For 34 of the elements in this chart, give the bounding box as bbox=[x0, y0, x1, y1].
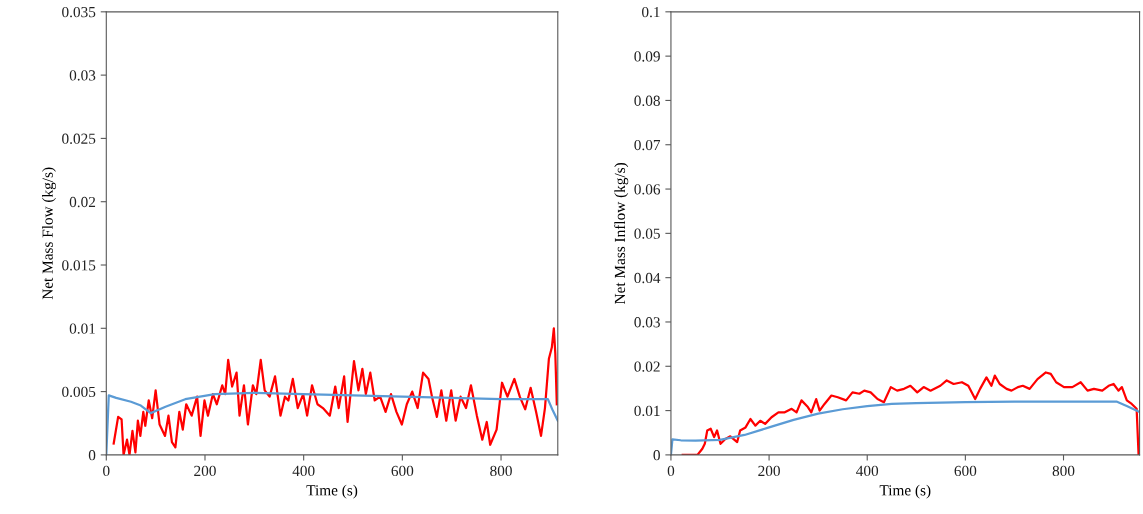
y-axis-title: Net Mass Flow (kg/s) bbox=[42, 167, 56, 300]
x-axis-title: Time (s) bbox=[879, 484, 931, 499]
y-tick-label: 0.03 bbox=[634, 317, 660, 328]
y-tick-label: 0.035 bbox=[62, 6, 96, 18]
y-tick-label: 0.08 bbox=[634, 95, 660, 106]
x-tick-label: 0 bbox=[667, 465, 675, 477]
y-tick-label: 0 bbox=[88, 450, 96, 461]
y-tick-label: 0.02 bbox=[69, 196, 96, 208]
x-tick-label: 0 bbox=[103, 465, 110, 477]
y-axis-title: Net Mass Inflow (kg/s) bbox=[614, 162, 629, 304]
y-tick-label: 0.06 bbox=[634, 184, 661, 195]
x-tick-label: 200 bbox=[194, 465, 216, 477]
x-tick-label: 200 bbox=[758, 465, 780, 477]
y-tick-label: 0.05 bbox=[634, 228, 660, 239]
y-tick-label: 0.1 bbox=[642, 6, 660, 18]
x-tick-label: 600 bbox=[391, 465, 414, 477]
y-tick-label: 0.04 bbox=[634, 272, 661, 284]
y-tick-label: 0.03 bbox=[69, 70, 96, 81]
x-tick-label: 400 bbox=[856, 465, 879, 477]
x-tick-label: 400 bbox=[292, 465, 315, 477]
y-tick-label: 0.01 bbox=[69, 323, 95, 334]
y-tick-label: 0 bbox=[653, 450, 660, 461]
line-series bbox=[112, 327, 558, 455]
y-tick-label: 0.015 bbox=[62, 260, 96, 271]
y-tick-label: 0.02 bbox=[634, 361, 660, 372]
y-tick-label: 0.025 bbox=[62, 133, 96, 144]
y-tick-label: 0.01 bbox=[634, 405, 660, 417]
y-tick-label: 0.07 bbox=[634, 139, 661, 151]
x-tick-label: 800 bbox=[1052, 465, 1075, 477]
x-axis-title: Time (s) bbox=[306, 484, 358, 499]
y-tick-label: 0.09 bbox=[634, 51, 660, 62]
y-tick-label: 0.005 bbox=[62, 386, 96, 398]
x-tick-label: 800 bbox=[490, 465, 512, 477]
x-tick-label: 600 bbox=[954, 465, 977, 477]
